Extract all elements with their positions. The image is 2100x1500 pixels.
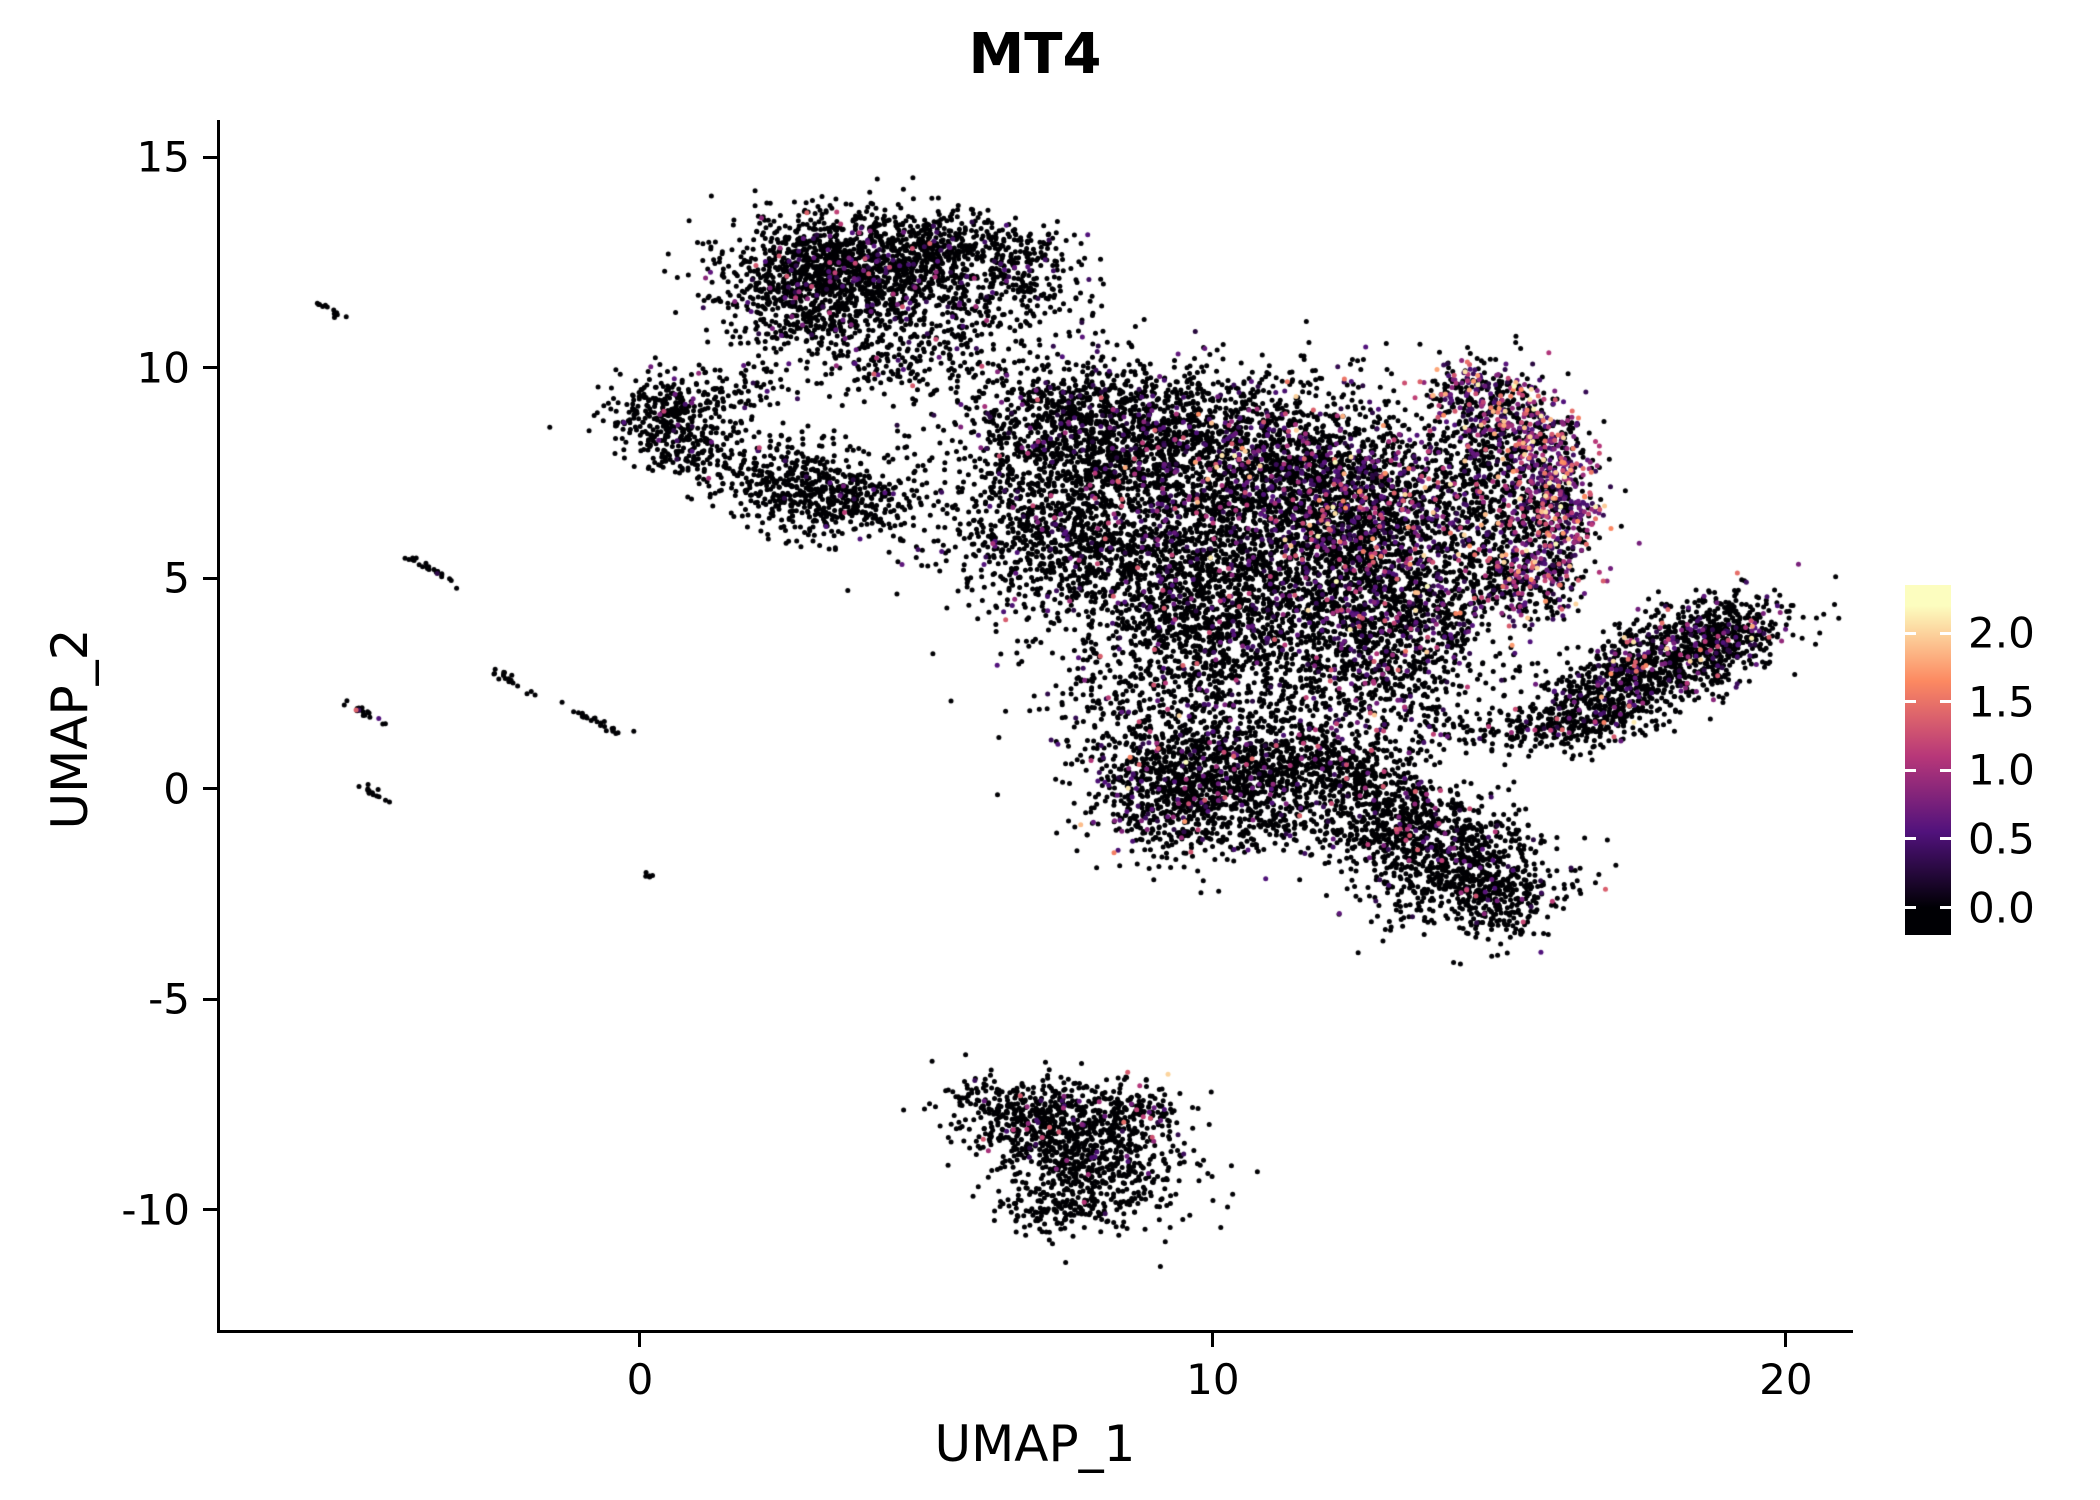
x-axis-tick xyxy=(1784,1333,1788,1347)
y-tick-label: -10 xyxy=(121,1185,190,1235)
x-axis-tick xyxy=(1211,1333,1215,1347)
colorbar-tick-label: 0.0 xyxy=(1968,883,2035,933)
y-axis-line xyxy=(217,120,220,1333)
y-axis-tick xyxy=(203,787,217,791)
y-axis-tick xyxy=(203,997,217,1001)
plot-title: MT4 xyxy=(968,22,1102,87)
x-axis-tick xyxy=(638,1333,642,1347)
colorbar-tick xyxy=(1905,768,1916,772)
colorbar-tick xyxy=(1905,837,1916,841)
x-tick-label: 0 xyxy=(626,1355,654,1404)
colorbar-tick-label: 0.5 xyxy=(1968,814,2035,864)
colorbar-tick-label: 2.0 xyxy=(1968,608,2035,658)
y-axis-tick xyxy=(203,155,217,159)
colorbar-tick xyxy=(1940,768,1951,772)
colorbar-tick xyxy=(1905,700,1916,704)
y-axis-tick xyxy=(203,366,217,370)
y-tick-label: 0 xyxy=(163,764,190,814)
x-tick-label: 10 xyxy=(1186,1355,1240,1404)
colorbar-gradient xyxy=(1905,585,1951,935)
colorbar-tick xyxy=(1905,906,1916,910)
x-tick-label: 20 xyxy=(1759,1355,1813,1404)
colorbar-tick xyxy=(1940,700,1951,704)
y-tick-label: 15 xyxy=(136,132,190,182)
colorbar-tick-label: 1.5 xyxy=(1968,677,2035,727)
x-axis-line xyxy=(217,1330,1853,1333)
y-tick-label: 10 xyxy=(136,343,190,393)
y-tick-label: -5 xyxy=(148,974,190,1024)
colorbar-tick-label: 1.0 xyxy=(1968,745,2035,795)
colorbar-tick xyxy=(1940,837,1951,841)
y-axis-tick xyxy=(203,576,217,580)
colorbar-tick xyxy=(1940,906,1951,910)
x-axis-title: UMAP_1 xyxy=(934,1415,1136,1473)
y-axis-tick xyxy=(203,1208,217,1212)
scatter-plot-canvas xyxy=(220,120,1850,1330)
y-tick-label: 5 xyxy=(163,553,190,603)
colorbar-tick xyxy=(1940,631,1951,635)
colorbar-tick xyxy=(1905,631,1916,635)
